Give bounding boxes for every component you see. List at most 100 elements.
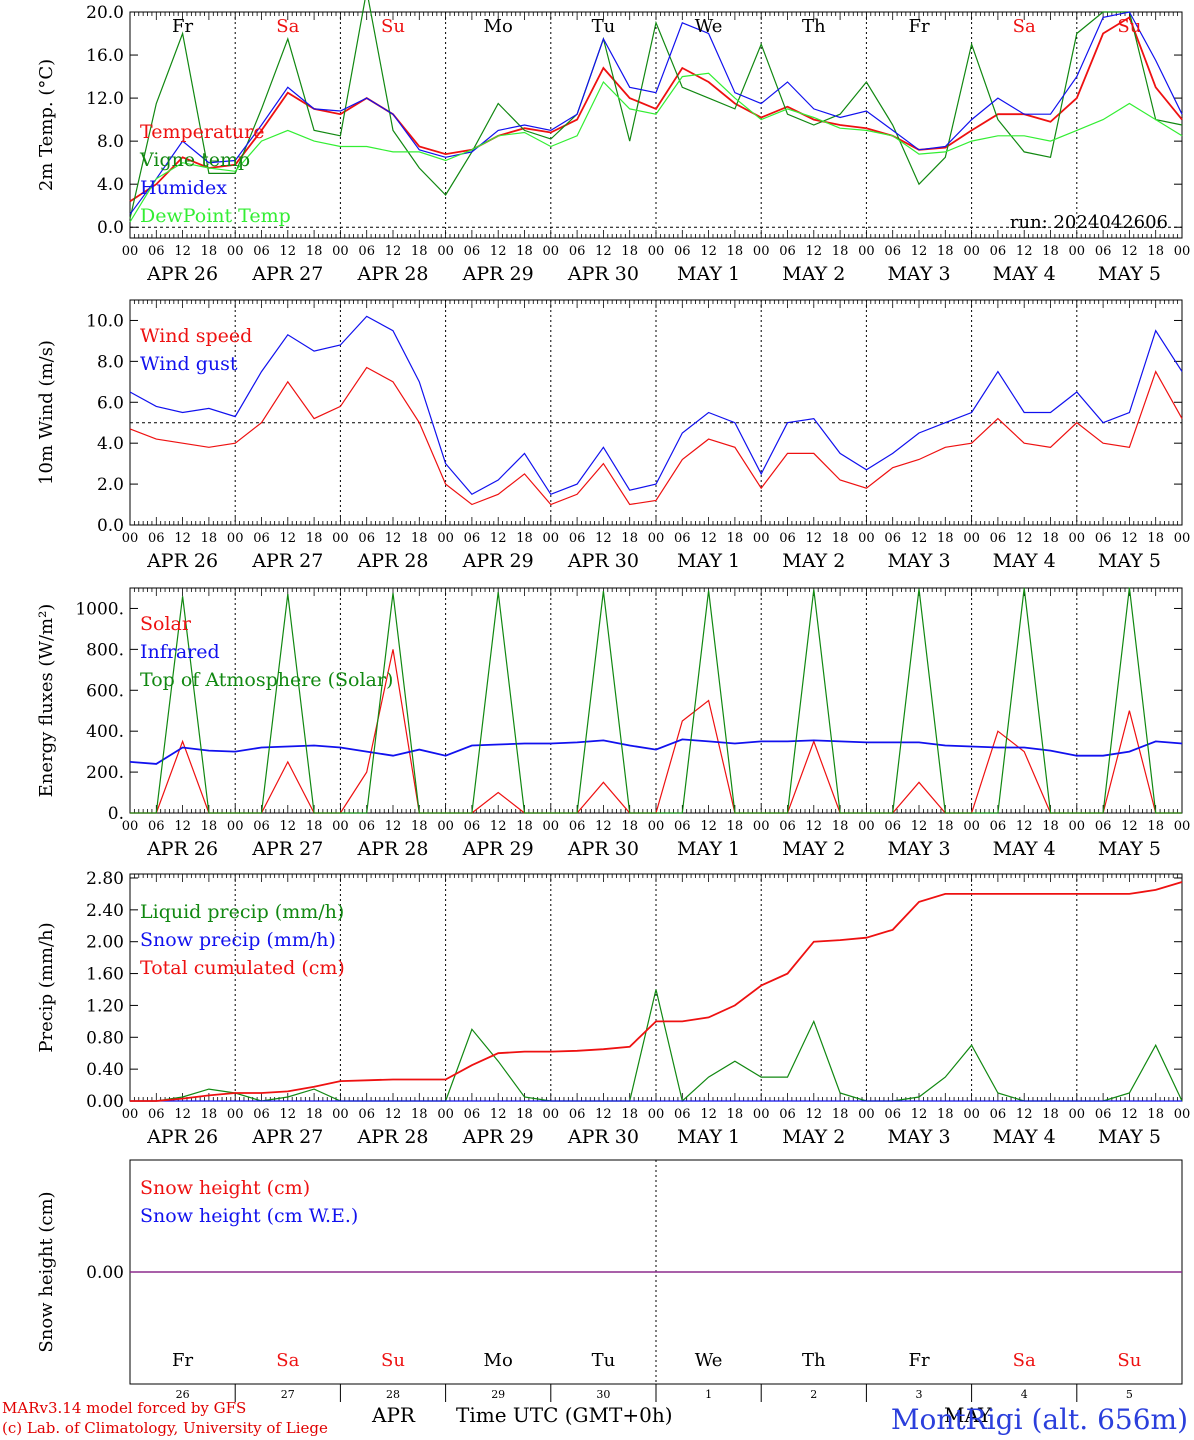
- x-hour-label: 00: [963, 531, 980, 546]
- y-tick-label: 2.80: [86, 869, 124, 889]
- x-date-label: APR 30: [567, 550, 639, 572]
- x-date-label: APR 29: [462, 1126, 534, 1148]
- x-hour-label: 06: [253, 819, 270, 834]
- x-hour-label: 06: [569, 244, 586, 259]
- x-date-label: APR 27: [251, 838, 323, 860]
- x-hour-label: 12: [806, 531, 823, 546]
- x-hour-label: 06: [779, 1107, 796, 1122]
- x-hour-label: 18: [1147, 531, 1164, 546]
- y-tick-label: 8.0: [97, 132, 124, 152]
- x-hour-label: 00: [437, 1107, 454, 1122]
- day-name-label: Su: [1117, 16, 1141, 37]
- x-hour-label: 18: [937, 819, 954, 834]
- day-name-label: We: [695, 1350, 723, 1371]
- x-date-label: MAY 3: [887, 263, 950, 285]
- x-hour-label: 00: [753, 1107, 770, 1122]
- x-hour-label: 00: [543, 531, 560, 546]
- series-line-precip-0: [130, 989, 1183, 1103]
- day-number-label: 26: [176, 1388, 190, 1401]
- day-number-label: 2: [810, 1388, 817, 1401]
- series-line-flux-2: [130, 587, 1182, 814]
- x-hour-label: 06: [1095, 819, 1112, 834]
- x-hour-label: 06: [990, 1107, 1007, 1122]
- x-hour-label: 06: [358, 531, 375, 546]
- y-tick-label: 20.0: [86, 3, 124, 23]
- panel-flux: [129, 587, 1183, 814]
- station-name: MontRigi (alt. 656m): [890, 1403, 1188, 1436]
- x-hour-label: 18: [727, 531, 744, 546]
- legend-entry: Snow height (cm W.E.): [140, 1205, 358, 1227]
- x-hour-label: 06: [1095, 531, 1112, 546]
- day-name-label: Sa: [276, 1350, 299, 1371]
- x-hour-label: 12: [595, 244, 612, 259]
- day-number-label: 1: [705, 1388, 712, 1401]
- day-name-label: Mo: [484, 1350, 513, 1371]
- x-date-label: APR 28: [356, 550, 428, 572]
- x-hour-label: 12: [806, 1107, 823, 1122]
- x-hour-label: 18: [1147, 1107, 1164, 1122]
- x-hour-label: 18: [411, 819, 428, 834]
- x-hour-label: 12: [595, 1107, 612, 1122]
- x-date-label: MAY 2: [782, 838, 845, 860]
- x-date-label: APR 27: [251, 263, 323, 285]
- y-tick-label: 2.0: [97, 475, 124, 495]
- legend-entry: Wind gust: [140, 353, 238, 375]
- x-hour-label: 12: [595, 531, 612, 546]
- x-hour-label: 18: [621, 819, 638, 834]
- y-tick-label: 0.0: [97, 218, 124, 238]
- series-line-temp-2: [129, 11, 1183, 215]
- x-date-label: APR 28: [356, 1126, 428, 1148]
- x-hour-label: 00: [858, 531, 875, 546]
- x-date-label: APR 28: [356, 838, 428, 860]
- x-hour-label: 06: [464, 1107, 481, 1122]
- legend-entry: DewPoint Temp: [140, 205, 291, 227]
- y-tick-label: 1.20: [86, 996, 124, 1016]
- legend-entry: Infrared: [140, 641, 220, 663]
- legend-entry: Temperature: [140, 121, 264, 143]
- day-name-label: Fr: [908, 16, 929, 37]
- x-hour-label: 06: [674, 531, 691, 546]
- day-name-label: Sa: [1013, 16, 1036, 37]
- y-tick-label: 800.: [86, 640, 124, 660]
- x-hour-label: 12: [490, 244, 507, 259]
- y-tick-label: 4.0: [97, 434, 124, 454]
- y-tick-label: 16.0: [86, 46, 124, 66]
- series-line-wind-0: [129, 366, 1183, 506]
- x-hour-label: 18: [306, 531, 323, 546]
- x-hour-label: 06: [884, 819, 901, 834]
- x-hour-label: 12: [1016, 244, 1033, 259]
- x-hour-label: 00: [332, 244, 349, 259]
- panel-temp: [129, 0, 1183, 239]
- x-hour-label: 12: [806, 244, 823, 259]
- x-hour-label: 00: [227, 244, 244, 259]
- x-hour-label: 06: [990, 531, 1007, 546]
- x-hour-label: 18: [621, 531, 638, 546]
- day-name-label: Mo: [484, 16, 513, 37]
- x-hour-label: 00: [1069, 819, 1086, 834]
- x-hour-label: 18: [832, 1107, 849, 1122]
- x-hour-label: 00: [122, 1107, 139, 1122]
- day-name-label: Sa: [276, 16, 299, 37]
- legend-entry: Wind speed: [140, 325, 252, 347]
- x-date-label: MAY 3: [887, 838, 950, 860]
- y-tick-label: 0.00: [86, 1092, 124, 1112]
- y-tick-label: 0.40: [86, 1060, 124, 1080]
- x-hour-label: 00: [1174, 531, 1191, 546]
- panel-precip: [129, 873, 1183, 1103]
- x-hour-label: 06: [148, 1107, 165, 1122]
- day-name-label: Su: [1117, 1350, 1141, 1371]
- day-name-label: Th: [802, 1350, 826, 1371]
- y-tick-label: 600.: [86, 681, 124, 701]
- x-hour-label: 18: [516, 244, 533, 259]
- x-hour-label: 18: [516, 1107, 533, 1122]
- day-name-label: We: [695, 16, 723, 37]
- y-tick-label: 2.40: [86, 901, 124, 921]
- x-hour-label: 18: [411, 1107, 428, 1122]
- x-date-label: MAY 2: [782, 263, 845, 285]
- x-hour-label: 00: [963, 819, 980, 834]
- day-number-label: 5: [1126, 1388, 1133, 1401]
- y-axis-title: Precip (mm/h): [36, 922, 57, 1052]
- x-hour-label: 12: [911, 1107, 928, 1122]
- run-label: run: 2024042606: [1010, 212, 1168, 233]
- x-date-label: MAY 3: [887, 1126, 950, 1148]
